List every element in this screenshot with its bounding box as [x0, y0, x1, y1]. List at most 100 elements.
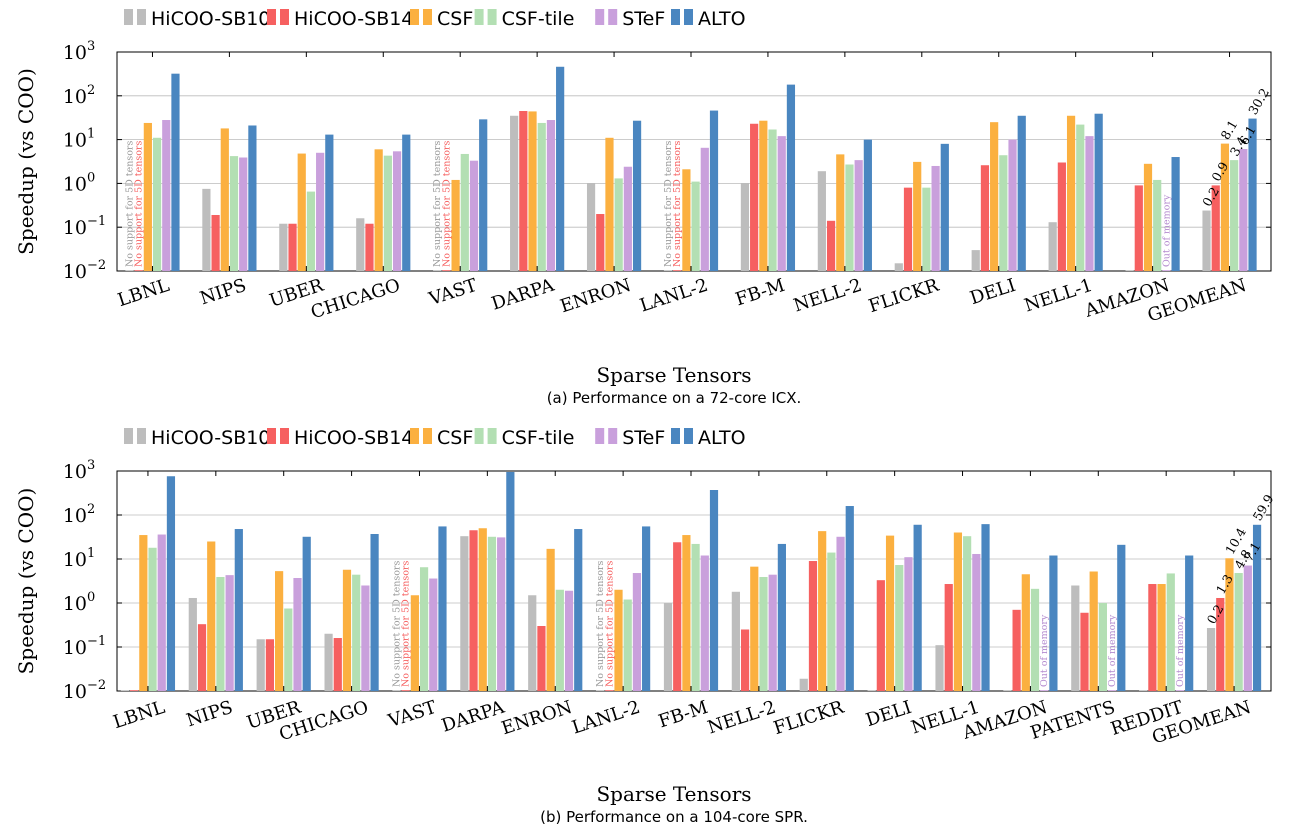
- bar: [188, 597, 197, 691]
- bar: [1153, 179, 1162, 271]
- bar: [134, 270, 143, 271]
- bar: [673, 270, 682, 271]
- no-support-note: No support for 5D tensors: [401, 561, 412, 687]
- bar: [885, 535, 895, 691]
- bar: [777, 543, 786, 691]
- bar: [546, 120, 556, 271]
- x-axis-label: Sparse Tensors: [596, 363, 751, 387]
- bar: [944, 584, 953, 691]
- bar: [171, 73, 180, 271]
- bar: [234, 529, 243, 691]
- bar: [1148, 584, 1157, 691]
- bar: [211, 214, 220, 271]
- bar: [623, 166, 632, 271]
- legend-item: CSF: [410, 427, 473, 449]
- bar: [1117, 544, 1126, 691]
- bar: [731, 591, 740, 691]
- y-tick-exponent: 3: [87, 458, 95, 473]
- bar: [479, 119, 488, 271]
- bar: [614, 589, 623, 691]
- bar: [691, 181, 700, 271]
- bar: [1239, 149, 1248, 271]
- y-tick-label: 10: [63, 86, 87, 108]
- bar: [442, 270, 451, 271]
- legend-swatch: [280, 9, 289, 25]
- legend-label: HiCOO-SB14: [294, 427, 413, 449]
- bar: [642, 526, 651, 691]
- bar: [537, 122, 546, 271]
- bar: [537, 626, 546, 691]
- bar: [275, 571, 284, 691]
- x-axis-label: Sparse Tensors: [596, 782, 751, 806]
- legend-swatch: [595, 9, 605, 25]
- bar: [460, 153, 469, 271]
- legend-item: CSF: [410, 8, 473, 30]
- bar: [1098, 603, 1107, 691]
- legend: HiCOO-SB10 HiCOO-SB14 CSF CSF-tile STeF ALTO: [124, 8, 746, 30]
- bar: [248, 125, 257, 272]
- bar: [365, 223, 374, 271]
- bar: [786, 84, 796, 271]
- bar: [586, 183, 596, 271]
- bar: [157, 534, 166, 691]
- bar: [1089, 571, 1098, 691]
- legend-label: CSF: [437, 427, 473, 449]
- bar: [605, 690, 614, 691]
- bar: [894, 263, 903, 271]
- bar: [152, 137, 162, 271]
- bar: [143, 122, 152, 271]
- bar: [297, 153, 306, 271]
- bar: [279, 223, 288, 271]
- legend-swatch: [474, 9, 484, 25]
- bar: [740, 183, 750, 271]
- bar: [265, 639, 275, 691]
- legend-item: STeF: [595, 8, 665, 30]
- bar: [596, 214, 605, 271]
- y-axis-label: Speedup (vs COO): [14, 68, 38, 255]
- legend-swatch: [595, 428, 605, 444]
- bar: [605, 137, 614, 271]
- x-tick-label: NIPS: [184, 697, 235, 732]
- legend-item: HiCOO-SB14: [267, 427, 413, 449]
- bar: [1234, 573, 1243, 691]
- bar: [528, 111, 537, 271]
- y-tick-exponent: −2: [87, 258, 106, 273]
- bar: [709, 110, 719, 272]
- legend-swatch: [124, 9, 133, 25]
- bar: [632, 120, 642, 271]
- y-tick-label: 10: [63, 593, 87, 615]
- bar: [663, 270, 673, 271]
- bar: [478, 528, 487, 691]
- y-tick-label: 10: [63, 42, 87, 64]
- out-of-memory-note: Out of memory: [1039, 614, 1050, 687]
- x-tick-label: NELL-2: [705, 697, 778, 739]
- legend-label: HiCOO-SB14: [294, 8, 413, 30]
- no-support-note: No support for 5D tensors: [391, 561, 402, 687]
- bar: [162, 120, 171, 271]
- y-tick-exponent: 0: [87, 590, 95, 605]
- legend-item: HiCOO-SB14: [267, 8, 413, 30]
- bar: [836, 536, 845, 691]
- bar: [1171, 157, 1180, 271]
- x-tick-label: DARPA: [439, 696, 508, 736]
- bar: [506, 471, 515, 691]
- x-tick-label: DARPA: [489, 274, 558, 314]
- bar: [1076, 124, 1085, 271]
- legend-label: ALTO: [698, 8, 746, 30]
- y-tick-exponent: −1: [87, 634, 106, 649]
- out-of-memory-note: Out of memory: [1161, 194, 1172, 267]
- no-support-note: No support for 5D tensors: [124, 141, 135, 267]
- legend-item: STeF: [595, 427, 665, 449]
- y-tick-exponent: 0: [87, 170, 95, 185]
- bar: [370, 533, 379, 691]
- legend-label: HiCOO-SB10: [151, 8, 270, 30]
- bar: [139, 535, 148, 691]
- y-tick-exponent: 1: [87, 127, 95, 142]
- legend-swatch: [137, 428, 146, 444]
- bar: [1157, 584, 1166, 691]
- y-tick-exponent: 1: [87, 546, 95, 561]
- bar: [392, 151, 402, 271]
- x-tick-label: FLICKR: [771, 697, 847, 739]
- bar: [682, 169, 691, 271]
- bar: [1021, 574, 1030, 691]
